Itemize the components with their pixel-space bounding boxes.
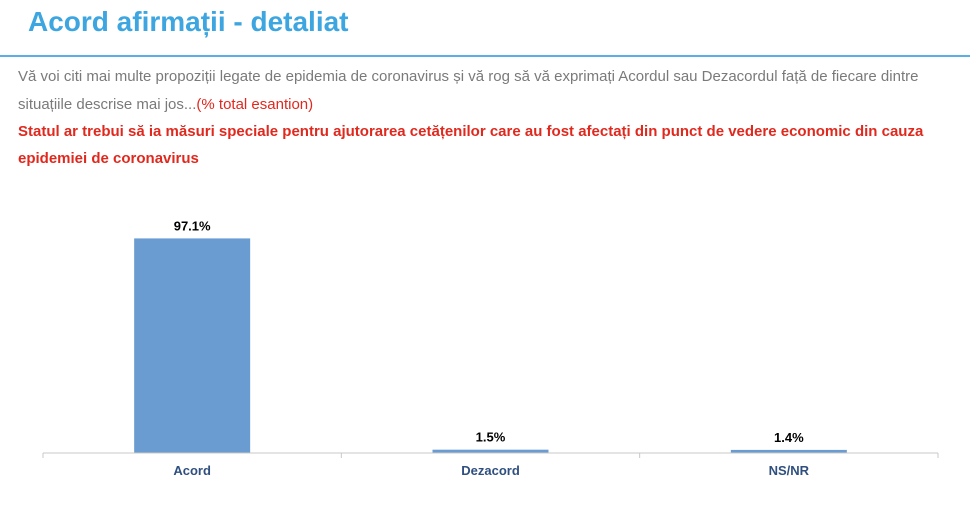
data-label: 1.5%	[476, 430, 506, 445]
title-divider	[0, 55, 970, 57]
data-labels-group: 97.1% 1.5% 1.4%	[174, 218, 804, 444]
statement-text: Statul ar trebui să ia măsuri speciale p…	[18, 123, 924, 167]
x-axis-ticks	[42, 453, 939, 458]
data-label: 97.1%	[174, 218, 211, 233]
bar-dezacord	[432, 449, 549, 453]
data-label: 1.4%	[774, 430, 804, 445]
base-note: (% total esantion)	[196, 96, 314, 113]
category-label: Acord	[173, 463, 211, 478]
category-labels-group: Acord Dezacord NS/NR	[173, 463, 809, 478]
bar-acord	[134, 238, 251, 453]
bar-ns-nr	[730, 449, 847, 453]
category-label: Dezacord	[461, 463, 520, 478]
category-label: NS/NR	[769, 463, 810, 478]
page-title: Acord afirmații - detaliat	[28, 6, 349, 37]
question-text: Vă voi citi mai multe propoziții legate …	[18, 63, 958, 119]
bars-group	[134, 238, 847, 453]
question-body: Vă voi citi mai multe propoziții legate …	[18, 68, 919, 113]
